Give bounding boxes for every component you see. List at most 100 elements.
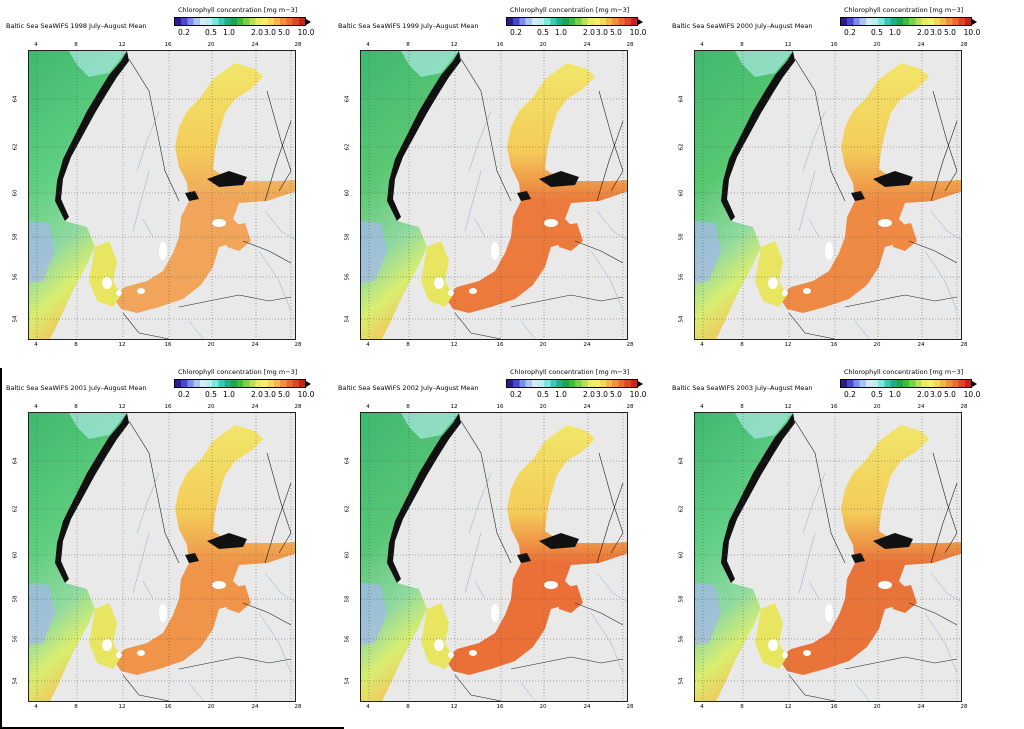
colorbar-tick-label: 1.0	[223, 28, 235, 37]
longitude-label: 16	[830, 704, 838, 710]
longitude-label: 4	[366, 342, 370, 348]
colorbar-tick-label: 3.0	[596, 390, 608, 399]
longitude-label: 12	[450, 704, 458, 710]
map-area	[28, 412, 296, 702]
map-panel: Baltic Sea SeaWiFS 1999 July–August Mean…	[338, 6, 646, 356]
colorbar-tick-label: 0.2	[510, 28, 522, 37]
colorbar-tick-label: 5.0	[278, 390, 290, 399]
colorbar-tick-label: 10.0	[297, 390, 315, 399]
longitude-label: 16	[164, 42, 172, 48]
longitude-label: 8	[74, 42, 78, 48]
longitude-label: 20	[873, 42, 881, 48]
colorbar-title: Chlorophyll concentration [mg m−3]	[178, 6, 298, 14]
map-area	[360, 50, 628, 340]
longitude-label: 12	[118, 404, 126, 410]
longitude-label: 24	[251, 42, 259, 48]
latitude-label: 56	[678, 635, 685, 643]
latitude-label: 60	[678, 551, 685, 559]
longitude-label: 4	[34, 42, 38, 48]
latitude-label: 54	[12, 315, 19, 323]
colorbar-tick-label: 10.0	[297, 28, 315, 37]
longitude-label: 12	[450, 404, 458, 410]
longitude-label: 4	[366, 42, 370, 48]
longitude-label: 8	[740, 404, 744, 410]
colorbar-tick-label: 1.0	[889, 28, 901, 37]
colorbar-tick-label: 1.0	[223, 390, 235, 399]
colorbar-tick-label: 0.2	[178, 28, 190, 37]
page-border-left	[0, 368, 2, 729]
latitude-label: 60	[12, 551, 19, 559]
panel-title: Baltic Sea SeaWiFS 2001 July–August Mean	[6, 384, 147, 392]
longitude-label: 16	[496, 342, 504, 348]
latitude-label: 54	[678, 677, 685, 685]
longitude-label: 8	[406, 704, 410, 710]
latitude-label: 58	[12, 233, 19, 241]
latitude-label: 58	[678, 233, 685, 241]
latitude-label: 54	[12, 677, 19, 685]
latitude-label: 54	[344, 677, 351, 685]
map-area	[360, 412, 628, 702]
longitude-label: 24	[917, 342, 925, 348]
longitude-label: 24	[583, 704, 591, 710]
latitude-label: 64	[344, 95, 351, 103]
latitude-label: 62	[12, 505, 19, 513]
longitude-label: 4	[34, 704, 38, 710]
baltic-map	[695, 413, 961, 701]
latitude-label: 60	[344, 551, 351, 559]
map-area	[694, 412, 962, 702]
colorbar-tick-label: 0.2	[510, 390, 522, 399]
longitude-label: 20	[873, 404, 881, 410]
colorbar-arrow-icon	[306, 19, 311, 25]
longitude-label: 28	[626, 704, 634, 710]
colorbar-title: Chlorophyll concentration [mg m−3]	[510, 368, 630, 376]
latitude-label: 64	[12, 95, 19, 103]
colorbar-tick-label: 5.0	[610, 390, 622, 399]
colorbar-arrow-icon	[972, 381, 977, 387]
longitude-label: 20	[873, 342, 881, 348]
latitude-label: 62	[344, 143, 351, 151]
longitude-label: 16	[164, 342, 172, 348]
longitude-label: 8	[74, 342, 78, 348]
longitude-label: 4	[366, 404, 370, 410]
map-panel: Baltic Sea SeaWiFS 2000 July–August Mean…	[672, 6, 980, 356]
longitude-label: 24	[251, 342, 259, 348]
longitude-label: 8	[74, 404, 78, 410]
latitude-label: 62	[678, 143, 685, 151]
longitude-label: 20	[539, 42, 547, 48]
latitude-label: 56	[678, 273, 685, 281]
longitude-label: 24	[583, 342, 591, 348]
longitude-label: 16	[164, 704, 172, 710]
colorbar-tick-label: 0.5	[205, 28, 217, 37]
colorbar-arrow-icon	[638, 19, 643, 25]
colorbar-tick-label: 0.5	[871, 390, 883, 399]
colorbar-gradient	[174, 379, 306, 388]
longitude-label: 20	[207, 342, 215, 348]
longitude-label: 12	[784, 42, 792, 48]
latitude-label: 60	[12, 189, 19, 197]
longitude-label: 4	[700, 42, 704, 48]
longitude-label: 24	[917, 42, 925, 48]
longitude-label: 16	[830, 342, 838, 348]
baltic-map	[361, 51, 627, 339]
colorbar-tick-label: 3.0	[930, 28, 942, 37]
longitude-label: 28	[960, 342, 968, 348]
longitude-label: 4	[34, 404, 38, 410]
longitude-label: 4	[700, 404, 704, 410]
colorbar-title: Chlorophyll concentration [mg m−3]	[844, 6, 964, 14]
colorbar-arrow-icon	[972, 19, 977, 25]
colorbar-tick-label: 0.5	[871, 28, 883, 37]
colorbar-tick-label: 2.0	[583, 390, 595, 399]
page-border-bottom	[0, 727, 344, 729]
longitude-label: 16	[496, 404, 504, 410]
longitude-label: 16	[830, 404, 838, 410]
longitude-label: 16	[164, 404, 172, 410]
longitude-label: 8	[406, 342, 410, 348]
latitude-label: 54	[344, 315, 351, 323]
latitude-label: 56	[344, 635, 351, 643]
colorbar-gradient	[174, 17, 306, 26]
latitude-label: 56	[344, 273, 351, 281]
latitude-label: 64	[678, 457, 685, 465]
longitude-label: 28	[294, 704, 302, 710]
longitude-label: 4	[700, 342, 704, 348]
latitude-label: 64	[678, 95, 685, 103]
